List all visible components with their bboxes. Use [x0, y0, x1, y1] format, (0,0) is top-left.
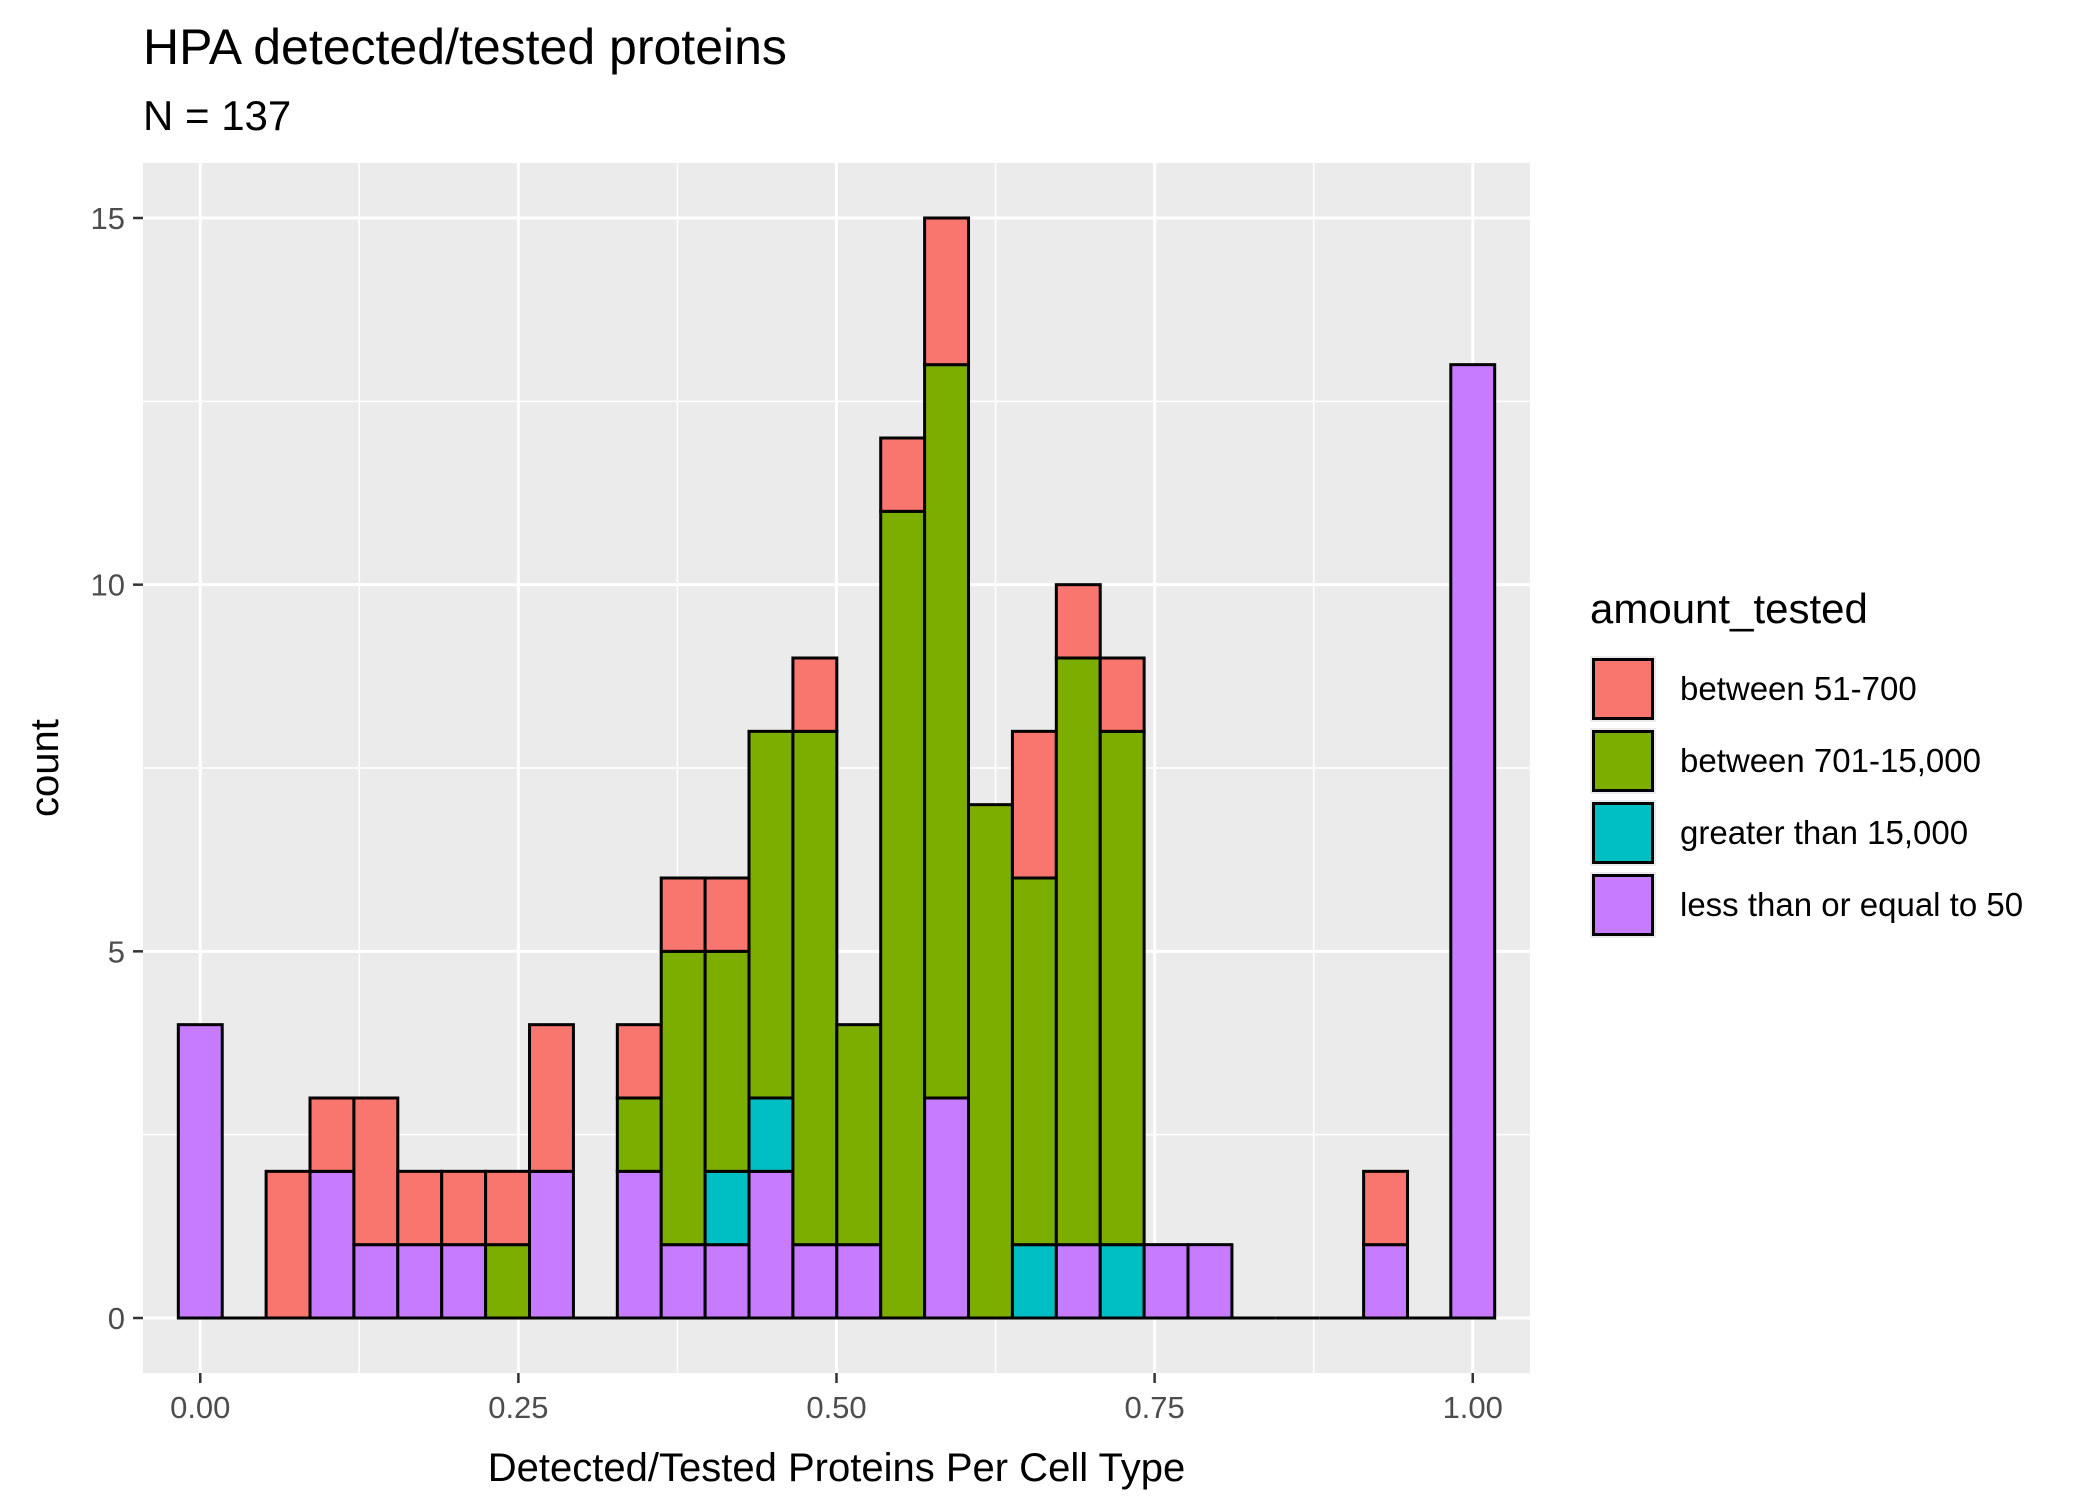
bar-segment: [1098, 656, 1146, 733]
legend-label: greater than 15,000: [1680, 814, 1969, 851]
stacked-bars: [176, 216, 1497, 1320]
bar-segment: [1098, 1243, 1146, 1320]
bar-segment: [264, 1169, 312, 1320]
bar-segment: [615, 1096, 663, 1173]
y-tick-label: 15: [91, 201, 125, 236]
bar-segment: [703, 1169, 751, 1247]
legend-label: between 51-700: [1680, 670, 1917, 707]
legend-items: between 51-700 between 701-15,000 greater …: [1590, 653, 2023, 941]
x-axis-title: Detected/Tested Proteins Per Cell Type: [488, 1446, 1185, 1490]
x-tick-label: 1.00: [1443, 1390, 1503, 1425]
bar-segment: [528, 1023, 575, 1173]
bar-segment: [747, 1096, 795, 1173]
bar-segment: [791, 656, 839, 733]
bar-segment: [835, 1243, 883, 1320]
y-tick-label: 0: [108, 1301, 125, 1336]
bar-segment: [440, 1169, 488, 1247]
bar-segment: [879, 436, 927, 513]
bar-segment: [1010, 729, 1058, 880]
bar-segment: [659, 876, 707, 953]
legend-key: [1590, 728, 1656, 794]
bar-segment: [1098, 729, 1146, 1247]
chart-subtitle: N = 137: [143, 92, 292, 139]
bar-segment: [308, 1169, 356, 1320]
legend-key: [1590, 656, 1656, 722]
y-tick-label: 5: [108, 934, 125, 969]
bar-segment: [352, 1243, 400, 1320]
bar-segment: [352, 1096, 400, 1247]
y-tick-label: 10: [91, 568, 125, 603]
legend-item: less than or equal to 50: [1590, 869, 2023, 941]
bar-segment: [703, 876, 751, 953]
bar-segment: [396, 1169, 444, 1247]
bar-segment: [528, 1169, 575, 1320]
bar-segment: [1010, 1243, 1058, 1320]
bar-segment: [1362, 1169, 1410, 1247]
legend-label: less than or equal to 50: [1680, 886, 2024, 923]
bar-segment: [879, 509, 927, 1320]
bar-segment: [703, 1243, 751, 1320]
legend-title: amount_tested: [1590, 585, 1868, 632]
legend-swatch: [1592, 658, 1654, 720]
legend-swatch: [1592, 730, 1654, 792]
x-tick-label: 0.50: [806, 1390, 866, 1425]
x-tick-label: 0.00: [170, 1390, 230, 1425]
bar-segment: [1362, 1243, 1410, 1320]
bar-segment: [747, 1169, 795, 1320]
chart-title: HPA detected/tested proteins: [143, 19, 787, 75]
bar-segment: [484, 1243, 532, 1320]
x-tick-label: 0.75: [1124, 1390, 1184, 1425]
bar-segment: [703, 949, 751, 1173]
bar-segment: [484, 1169, 532, 1247]
bar-segment: [923, 363, 971, 1100]
bar-segment: [1449, 363, 1497, 1320]
legend-label: between 701-15,000: [1680, 742, 1981, 779]
legend: amount_tested between 51-700 between 701-…: [1590, 585, 2023, 941]
bar-segment: [176, 1023, 224, 1320]
bar-segment: [1010, 876, 1058, 1247]
bar-segment: [791, 729, 839, 1247]
bar-segment: [615, 1169, 663, 1320]
x-tick-label: 0.25: [488, 1390, 548, 1425]
y-axis: 0 5 10 15: [91, 201, 143, 1336]
bar-segment: [1142, 1243, 1190, 1320]
bar-segment: [967, 803, 1014, 1320]
legend-item: between 51-700: [1590, 653, 2023, 725]
x-axis: 0.00 0.25 0.50 0.75 1.00: [170, 1373, 1503, 1425]
bar-segment: [923, 1096, 971, 1320]
bar-segment: [1054, 583, 1102, 660]
bar-segment: [923, 216, 971, 367]
legend-swatch: [1592, 874, 1654, 936]
bar-segment: [835, 1023, 883, 1247]
legend-swatch: [1592, 802, 1654, 864]
bar-segment: [396, 1243, 444, 1320]
bar-segment: [791, 1243, 839, 1320]
bar-segment: [659, 1243, 707, 1320]
bar-segment: [440, 1243, 488, 1320]
bar-segment: [1186, 1243, 1234, 1320]
bar-segment: [615, 1023, 663, 1100]
legend-key: [1590, 800, 1656, 866]
bar-segment: [308, 1096, 356, 1173]
legend-item: between 701-15,000: [1590, 725, 2023, 797]
legend-item: greater than 15,000: [1590, 797, 2023, 869]
legend-key: [1590, 872, 1656, 938]
bar-segment: [1054, 1243, 1102, 1320]
bar-segment: [1054, 656, 1102, 1247]
y-axis-title: count: [23, 719, 67, 817]
bar-segment: [659, 949, 707, 1247]
bar-segment: [747, 729, 795, 1100]
